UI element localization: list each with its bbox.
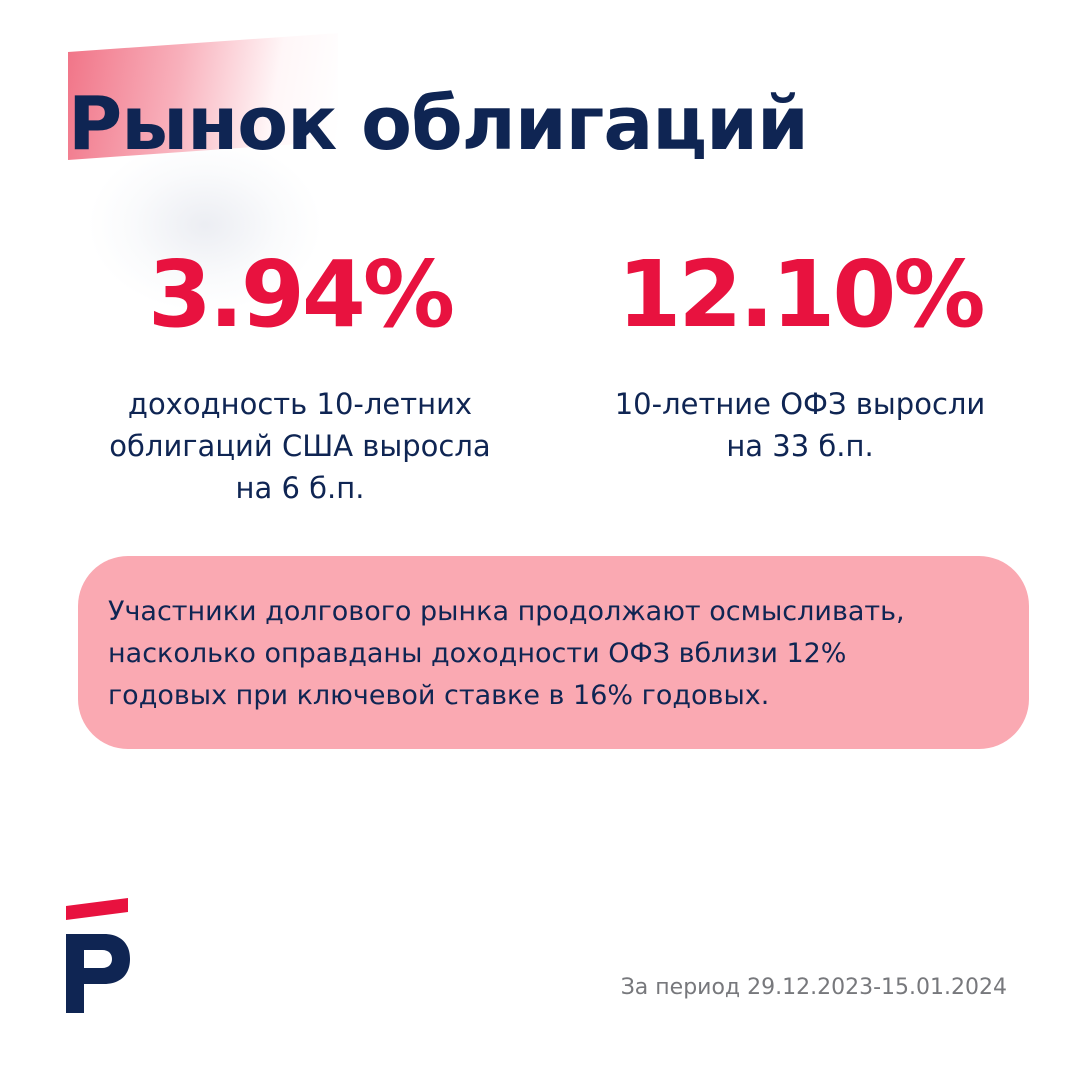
stat-description-line: 10-летние ОФЗ выросли (614, 387, 986, 421)
stat-value: 12.10% (617, 241, 985, 348)
stat-description-line: облигаций США выросла (109, 429, 491, 463)
brand-logo-icon (66, 898, 130, 1013)
page-title: Рынок облигаций (68, 81, 809, 167)
logo-red-bar (66, 898, 128, 920)
callout-line: Участники долгового рынка продолжают осм… (108, 596, 905, 627)
callout-line: годовых при ключевой ставке в 16% годовы… (108, 680, 770, 711)
title-shadow-decoration (90, 140, 320, 310)
stat-description: 10-летние ОФЗ выросли на 33 б.п. (565, 383, 1035, 467)
callout-text: Участники долгового рынка продолжают осм… (108, 591, 999, 717)
callout-line: насколько оправданы доходности ОФЗ вблиз… (108, 638, 847, 669)
stat-value: 3.94% (147, 241, 455, 348)
period-caption: За период 29.12.2023-15.01.2024 (620, 975, 1007, 1000)
stat-description-line: на 33 б.п. (726, 429, 874, 463)
stat-description-line: доходность 10-летних (127, 387, 473, 421)
stat-description: доходность 10-летних облигаций США вырос… (60, 383, 540, 509)
stat-description-line: на 6 б.п. (235, 471, 365, 505)
stat-ofz: 12.10% 10-летние ОФЗ выросли на 33 б.п. (565, 240, 1035, 467)
logo-letter-p (66, 934, 130, 1013)
stat-us-treasuries: 3.94% доходность 10-летних облигаций США… (60, 240, 540, 509)
callout-box: Участники долгового рынка продолжают осм… (78, 556, 1029, 749)
